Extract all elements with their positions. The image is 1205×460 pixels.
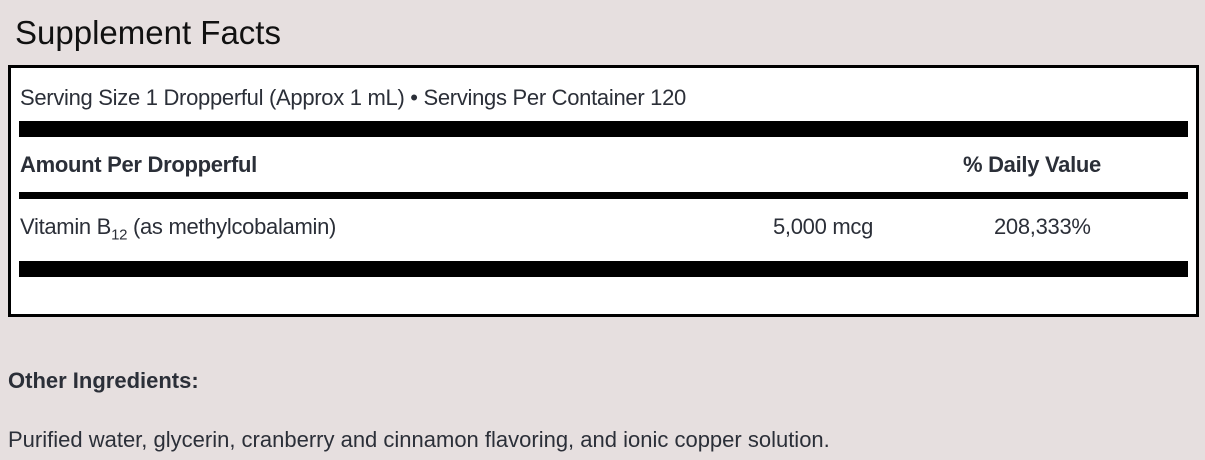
divider-medium [19, 192, 1188, 199]
other-ingredients-heading: Other Ingredients: [8, 368, 199, 393]
supplement-facts-table: Serving Size 1 Dropperful (Approx 1 mL) … [8, 65, 1199, 317]
page-title: Supplement Facts [15, 14, 281, 51]
daily-value-header: % Daily Value [963, 152, 1101, 177]
other-ingredients-text: Purified water, glycerin, cranberry and … [8, 427, 830, 452]
amount-header: Amount Per Dropperful [20, 152, 257, 177]
nutrient-daily-value: 208,333% [994, 214, 1091, 239]
nutrient-amount: 5,000 mcg [773, 214, 874, 239]
nutrient-detail: (as methylcobalamin) [127, 214, 337, 239]
divider-thick [19, 121, 1188, 137]
nutrient-subscript: 12 [111, 226, 128, 244]
divider-thick-bottom [19, 261, 1188, 277]
serving-info: Serving Size 1 Dropperful (Approx 1 mL) … [20, 85, 686, 110]
nutrient-name: Vitamin B12 (as methylcobalamin) [20, 214, 336, 243]
nutrient-label: Vitamin B [20, 214, 112, 239]
